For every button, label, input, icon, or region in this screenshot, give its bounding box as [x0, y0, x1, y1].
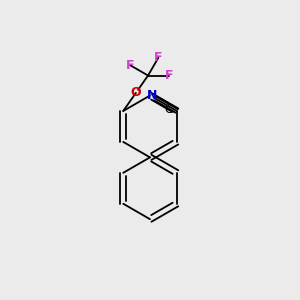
Text: N: N — [147, 89, 157, 102]
Text: C: C — [164, 103, 172, 116]
Text: O: O — [130, 86, 141, 99]
Text: F: F — [126, 59, 134, 72]
Text: F: F — [154, 51, 163, 64]
Text: F: F — [165, 69, 173, 82]
